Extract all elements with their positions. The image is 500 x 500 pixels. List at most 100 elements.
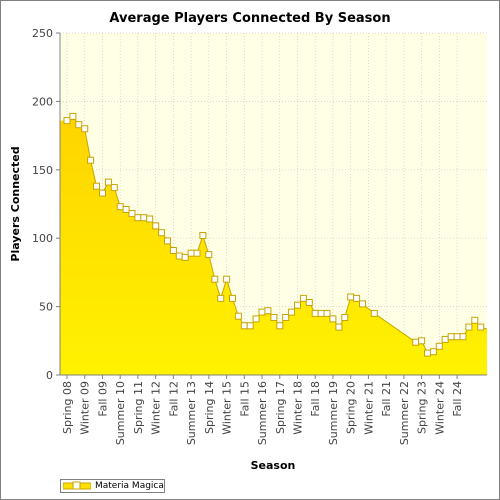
y-axis-ticks: 0 50 100 150 200 250: [32, 27, 60, 382]
x-tick-label: Winter 24: [433, 381, 446, 435]
data-point: [429, 348, 437, 356]
x-tick-label: Fall 15: [238, 381, 251, 417]
data-point: [465, 323, 473, 331]
data-point: [258, 308, 266, 316]
data-point: [223, 275, 231, 283]
x-tick-label: Winter 21: [362, 381, 375, 435]
data-point: [335, 323, 343, 331]
data-point: [199, 232, 207, 239]
y-tick-label: 100: [32, 232, 53, 245]
data-point: [93, 182, 100, 190]
data-point: [110, 184, 118, 192]
data-point: [116, 203, 124, 211]
data-point: [211, 275, 219, 283]
data-point: [282, 314, 290, 321]
data-point: [134, 214, 142, 222]
x-tick-label: Fall 24: [451, 381, 464, 417]
data-point: [341, 314, 349, 321]
chart-title: Average Players Connected By Season: [109, 11, 390, 26]
legend: Materia Magica: [60, 479, 165, 493]
data-point: [193, 249, 201, 257]
x-tick-label: Spring 14: [203, 381, 216, 434]
series-markers: [63, 112, 485, 357]
data-point: [323, 309, 331, 317]
data-point: [252, 315, 260, 323]
data-point: [329, 315, 337, 323]
data-point: [353, 294, 361, 302]
data-point: [122, 206, 130, 213]
data-point: [447, 333, 455, 341]
data-point: [169, 247, 177, 254]
data-point: [311, 309, 319, 317]
data-point: [205, 251, 213, 259]
data-point: [459, 333, 467, 341]
data-point: [305, 299, 313, 306]
legend-swatch: [63, 481, 91, 490]
x-tick-label: Spring 23: [416, 381, 429, 434]
data-point: [359, 300, 366, 308]
data-point: [99, 189, 106, 197]
x-axis-label: Season: [251, 459, 296, 472]
x-tick-label: Winter 12: [150, 381, 163, 435]
x-tick-label: Winter 15: [221, 381, 234, 435]
y-tick-label: 200: [32, 95, 53, 108]
data-point: [158, 229, 166, 237]
series-area-fill: [60, 116, 487, 376]
x-tick-label: Spring 11: [132, 381, 145, 434]
x-tick-label: Fall 18: [309, 381, 322, 417]
data-point: [217, 294, 225, 302]
x-tick-label: Winter 18: [291, 381, 304, 435]
data-point: [128, 210, 136, 218]
data-point: [140, 214, 148, 222]
data-point: [187, 249, 195, 257]
x-tick-label: Spring 17: [274, 381, 287, 434]
data-point: [424, 349, 431, 357]
data-point: [69, 112, 77, 120]
data-point: [63, 117, 71, 125]
data-point: [229, 294, 236, 302]
y-tick-label: 50: [39, 301, 53, 314]
data-point: [276, 322, 284, 330]
data-point: [477, 323, 485, 331]
x-tick-label: Fall 09: [96, 381, 109, 417]
x-axis-ticks: Spring 08 Winter 09 Fall 09 Summer 10 Spring…: [61, 375, 464, 445]
x-tick-label: Summer 13: [185, 381, 198, 445]
y-tick-label: 0: [46, 369, 53, 382]
data-point: [270, 314, 278, 321]
x-tick-label: Fall 12: [167, 381, 180, 417]
legend-label: Materia Magica: [95, 481, 164, 491]
x-tick-label: Winter 09: [79, 381, 92, 435]
data-point: [234, 312, 242, 320]
x-tick-label: Spring 08: [61, 381, 74, 434]
data-point: [175, 252, 183, 260]
x-tick-label: Summer 16: [256, 381, 269, 445]
x-tick-label: Summer 10: [114, 381, 127, 445]
data-point: [317, 309, 325, 317]
data-point: [240, 322, 248, 330]
data-point: [453, 333, 461, 341]
data-point: [146, 215, 154, 223]
x-tick-label: Summer 19: [327, 381, 340, 445]
data-point: [104, 178, 112, 186]
data-point: [471, 316, 479, 324]
data-point: [435, 342, 443, 350]
data-point: [288, 308, 296, 316]
data-point: [441, 335, 449, 343]
data-point: [294, 301, 301, 309]
data-point: [181, 253, 189, 261]
data-point: [412, 338, 420, 346]
data-point: [75, 121, 83, 129]
data-point: [164, 237, 171, 245]
data-point: [418, 337, 426, 345]
data-point: [299, 294, 307, 302]
data-point: [81, 125, 89, 133]
x-tick-label: Fall 21: [380, 381, 393, 417]
y-axis-label: Players Connected: [9, 146, 22, 261]
data-point: [347, 293, 355, 301]
x-tick-label: Summer 22: [398, 381, 411, 445]
data-point: [370, 309, 378, 317]
y-tick-label: 150: [32, 164, 53, 177]
data-point: [152, 222, 160, 230]
x-tick-label: Spring 20: [345, 381, 358, 434]
